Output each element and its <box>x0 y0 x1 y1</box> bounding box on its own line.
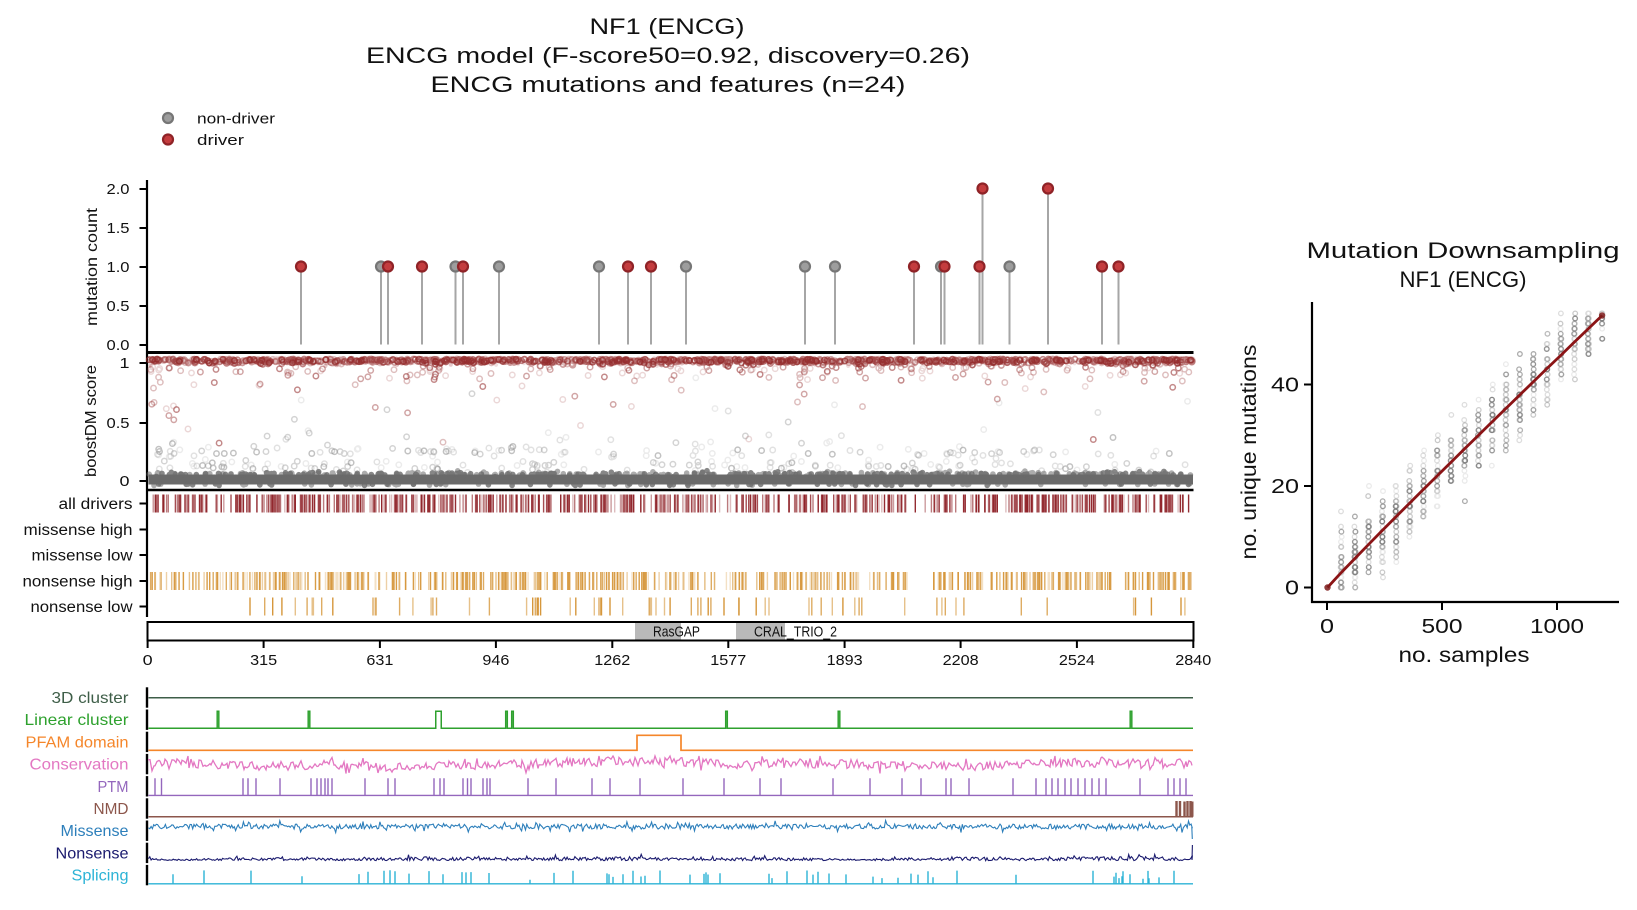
svg-text:1: 1 <box>120 355 130 372</box>
svg-text:NF1 (ENCG): NF1 (ENCG) <box>590 14 745 39</box>
svg-text:0.0: 0.0 <box>107 337 130 354</box>
svg-text:NMD: NMD <box>94 801 129 818</box>
svg-text:all drivers: all drivers <box>59 496 133 513</box>
svg-text:1.5: 1.5 <box>107 220 130 237</box>
svg-text:1.0: 1.0 <box>107 259 130 276</box>
svg-text:PFAM domain: PFAM domain <box>26 734 129 751</box>
svg-text:non-driver: non-driver <box>197 111 275 128</box>
svg-text:0: 0 <box>1320 616 1334 638</box>
svg-text:ENCG model (F-score50=0.92, di: ENCG model (F-score50=0.92, discovery=0.… <box>366 43 970 68</box>
svg-text:1893: 1893 <box>827 652 863 669</box>
svg-text:0.5: 0.5 <box>107 298 130 315</box>
svg-text:1577: 1577 <box>710 652 746 669</box>
svg-text:driver: driver <box>197 132 244 149</box>
svg-text:0: 0 <box>1285 578 1299 600</box>
svg-text:CRAL_TRIO_2: CRAL_TRIO_2 <box>754 625 837 641</box>
svg-text:1000: 1000 <box>1530 616 1584 638</box>
svg-text:0: 0 <box>143 652 153 669</box>
svg-text:boostDM score: boostDM score <box>83 365 100 477</box>
svg-text:0.5: 0.5 <box>107 415 130 432</box>
svg-text:631: 631 <box>366 652 393 669</box>
svg-text:nonsense high: nonsense high <box>23 574 133 591</box>
svg-text:1262: 1262 <box>594 652 630 669</box>
svg-text:ENCG mutations and features (n: ENCG mutations and features (n=24) <box>431 72 906 97</box>
svg-text:Nonsense: Nonsense <box>56 845 129 862</box>
svg-text:500: 500 <box>1422 616 1463 638</box>
svg-text:Missense: Missense <box>61 823 129 840</box>
svg-text:no. unique mutations: no. unique mutations <box>1238 345 1261 560</box>
svg-text:Linear cluster: Linear cluster <box>25 712 130 729</box>
svg-text:Splicing: Splicing <box>72 868 129 885</box>
svg-text:2.0: 2.0 <box>107 181 130 198</box>
svg-text:3D cluster: 3D cluster <box>52 690 130 707</box>
svg-text:PTM: PTM <box>98 779 129 796</box>
svg-text:0: 0 <box>120 473 130 490</box>
svg-text:20: 20 <box>1271 476 1299 498</box>
svg-text:Mutation Downsampling: Mutation Downsampling <box>1307 238 1620 263</box>
svg-text:2524: 2524 <box>1059 652 1095 669</box>
svg-text:40: 40 <box>1271 375 1299 397</box>
svg-text:RasGAP: RasGAP <box>653 625 700 641</box>
svg-text:Conservation: Conservation <box>30 757 129 774</box>
svg-text:946: 946 <box>482 652 509 669</box>
svg-text:nonsense low: nonsense low <box>31 599 134 616</box>
svg-text:missense low: missense low <box>32 548 134 565</box>
svg-text:315: 315 <box>250 652 277 669</box>
svg-text:NF1 (ENCG): NF1 (ENCG) <box>1400 267 1527 292</box>
svg-text:2840: 2840 <box>1175 652 1211 669</box>
svg-text:no. samples: no. samples <box>1399 644 1530 667</box>
svg-text:mutation count: mutation count <box>84 207 101 326</box>
svg-text:2208: 2208 <box>943 652 979 669</box>
svg-text:missense high: missense high <box>24 522 133 539</box>
